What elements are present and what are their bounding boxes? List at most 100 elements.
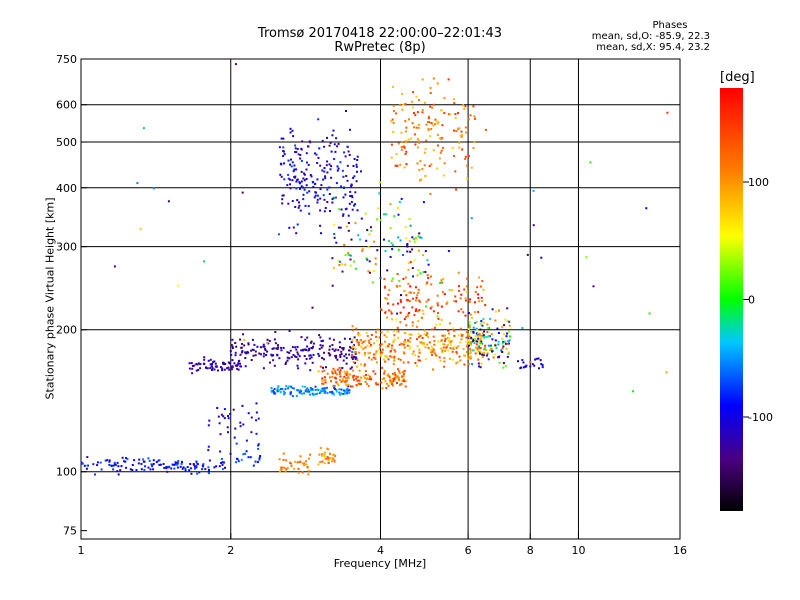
data-point — [390, 156, 393, 159]
data-point — [297, 353, 300, 356]
data-point — [480, 296, 483, 299]
data-point — [405, 126, 408, 129]
data-point — [198, 471, 201, 474]
data-point — [180, 462, 183, 465]
data-point — [419, 236, 422, 239]
data-point — [400, 294, 402, 297]
data-point — [281, 202, 284, 205]
data-point — [214, 362, 217, 365]
data-point — [417, 269, 420, 272]
data-point — [427, 115, 430, 118]
data-point — [417, 291, 420, 294]
data-point — [445, 346, 448, 349]
data-point — [343, 355, 346, 358]
data-point — [520, 366, 522, 369]
data-point — [320, 232, 322, 235]
data-point — [176, 466, 179, 469]
phase-colorbar — [720, 88, 743, 511]
data-point — [529, 365, 532, 368]
data-point — [467, 154, 470, 157]
data-point — [294, 151, 297, 153]
data-point — [477, 362, 480, 365]
data-point — [296, 364, 299, 367]
data-point — [390, 280, 393, 283]
data-point — [406, 344, 409, 347]
data-point — [282, 194, 285, 197]
data-point — [392, 329, 395, 332]
data-point — [490, 333, 493, 336]
data-point — [211, 363, 213, 365]
y-tick-label: 500 — [56, 136, 77, 149]
data-point — [467, 312, 470, 314]
data-point — [330, 150, 333, 153]
data-point — [389, 379, 392, 382]
data-point — [380, 353, 383, 356]
data-point — [469, 326, 471, 329]
phase-o-stats: mean, sd,O: -85.9, 22.3 — [591, 31, 710, 42]
data-point — [410, 333, 413, 336]
data-point — [330, 176, 333, 179]
data-point — [356, 359, 359, 362]
data-point — [354, 222, 357, 225]
data-point — [201, 468, 204, 471]
data-point — [272, 347, 275, 350]
data-point — [419, 334, 422, 337]
data-point — [384, 360, 387, 363]
data-point — [349, 190, 352, 193]
data-point — [342, 392, 345, 395]
data-point — [237, 458, 239, 461]
data-point — [429, 307, 432, 310]
data-point — [230, 368, 233, 371]
data-point — [367, 339, 370, 342]
data-point — [368, 352, 371, 355]
data-point — [402, 375, 405, 377]
data-point — [403, 346, 406, 349]
data-point — [360, 376, 363, 379]
data-point — [341, 377, 344, 380]
data-point — [158, 459, 161, 462]
data-point — [306, 191, 309, 194]
data-point — [336, 358, 339, 361]
data-point — [218, 422, 221, 425]
data-point — [481, 324, 484, 327]
data-point — [321, 382, 324, 385]
data-point — [481, 300, 483, 303]
data-point — [207, 449, 210, 452]
data-point — [409, 285, 412, 288]
data-point — [289, 178, 292, 181]
data-point — [346, 372, 349, 375]
data-point — [344, 377, 347, 379]
data-point — [395, 318, 398, 321]
data-point — [311, 306, 314, 309]
data-point — [457, 271, 460, 274]
y-tick-label: 75 — [63, 525, 77, 538]
data-point — [426, 274, 429, 277]
data-point — [240, 365, 242, 368]
data-point — [376, 328, 379, 331]
data-point — [345, 362, 348, 365]
data-point — [503, 340, 506, 343]
data-point — [268, 339, 271, 342]
data-point — [305, 389, 307, 392]
data-point — [342, 213, 345, 216]
data-point — [83, 464, 86, 467]
data-point — [320, 340, 323, 343]
data-point — [325, 164, 328, 167]
data-point — [285, 459, 288, 462]
data-point — [286, 351, 289, 354]
data-point — [418, 348, 421, 351]
data-point — [334, 150, 337, 153]
data-point — [391, 244, 394, 247]
data-point — [306, 387, 309, 390]
data-point — [393, 334, 396, 337]
data-point — [483, 348, 486, 351]
data-point — [436, 294, 439, 297]
data-point — [287, 177, 290, 180]
data-point — [326, 392, 329, 395]
data-point — [399, 298, 402, 301]
data-point — [344, 380, 347, 383]
data-point — [484, 304, 487, 307]
data-point — [368, 233, 371, 236]
data-point — [401, 146, 404, 148]
data-point — [485, 354, 488, 357]
